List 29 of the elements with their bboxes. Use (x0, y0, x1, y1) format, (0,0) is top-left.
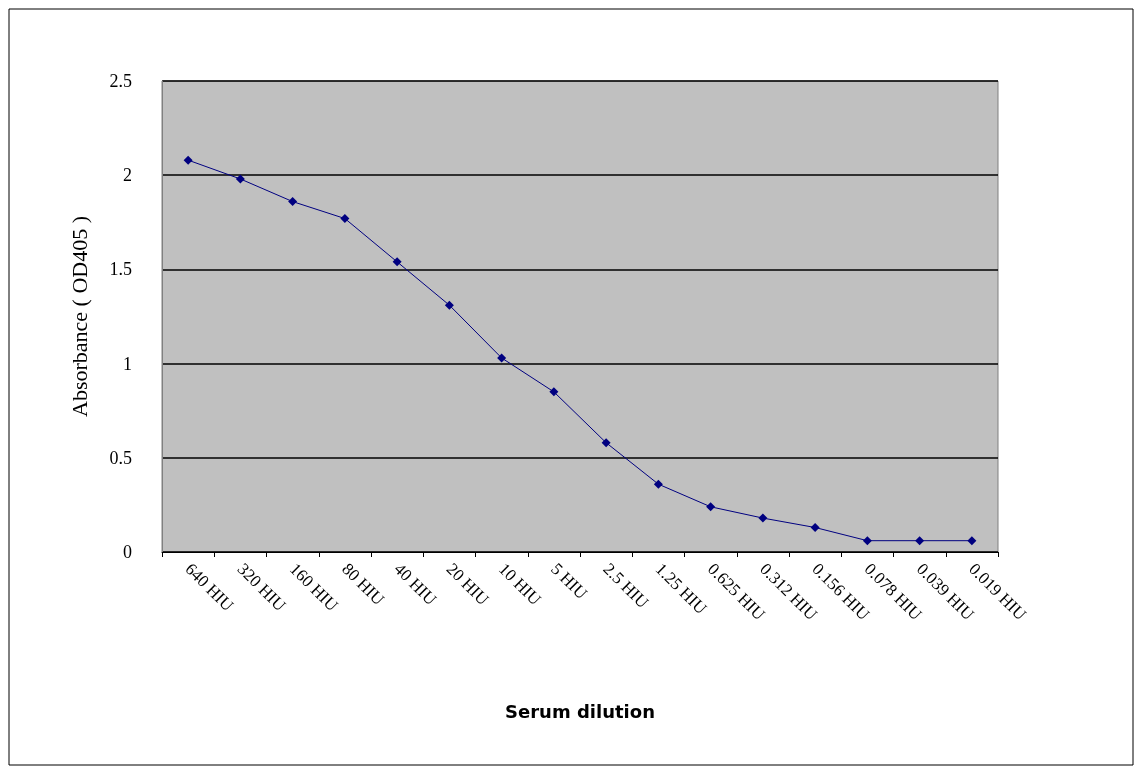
x-tick-label: 20 HIU (442, 559, 493, 610)
y-tick-label: 0.5 (109, 447, 132, 468)
x-tick-label: 40 HIU (390, 559, 441, 610)
point (444, 300, 454, 310)
y-tick-label: 2.5 (109, 71, 132, 91)
point (862, 536, 872, 546)
x-tick-label: 10 HIU (494, 559, 545, 610)
x-tick-label: 2.5 HIU (599, 559, 653, 613)
y-tick-label: 0 (123, 542, 132, 562)
y-tick-label: 1 (123, 353, 132, 374)
x-tick-label: 5 HIU (547, 559, 591, 604)
point (601, 438, 611, 448)
point (810, 523, 820, 533)
point (392, 257, 402, 267)
point (706, 502, 716, 512)
point (549, 387, 559, 397)
point (653, 479, 663, 489)
point (915, 536, 925, 546)
point (758, 513, 768, 523)
point (235, 174, 245, 184)
point (967, 536, 977, 546)
y-axis-title: Absorbance ( OD405 ) (66, 216, 92, 417)
x-axis-title: Serum dilution (505, 700, 655, 722)
point (183, 155, 193, 165)
point (288, 197, 298, 207)
y-tick-label: 1.5 (109, 259, 132, 280)
point (497, 353, 507, 363)
y-tick-label: 2 (123, 165, 132, 186)
point (340, 214, 350, 224)
